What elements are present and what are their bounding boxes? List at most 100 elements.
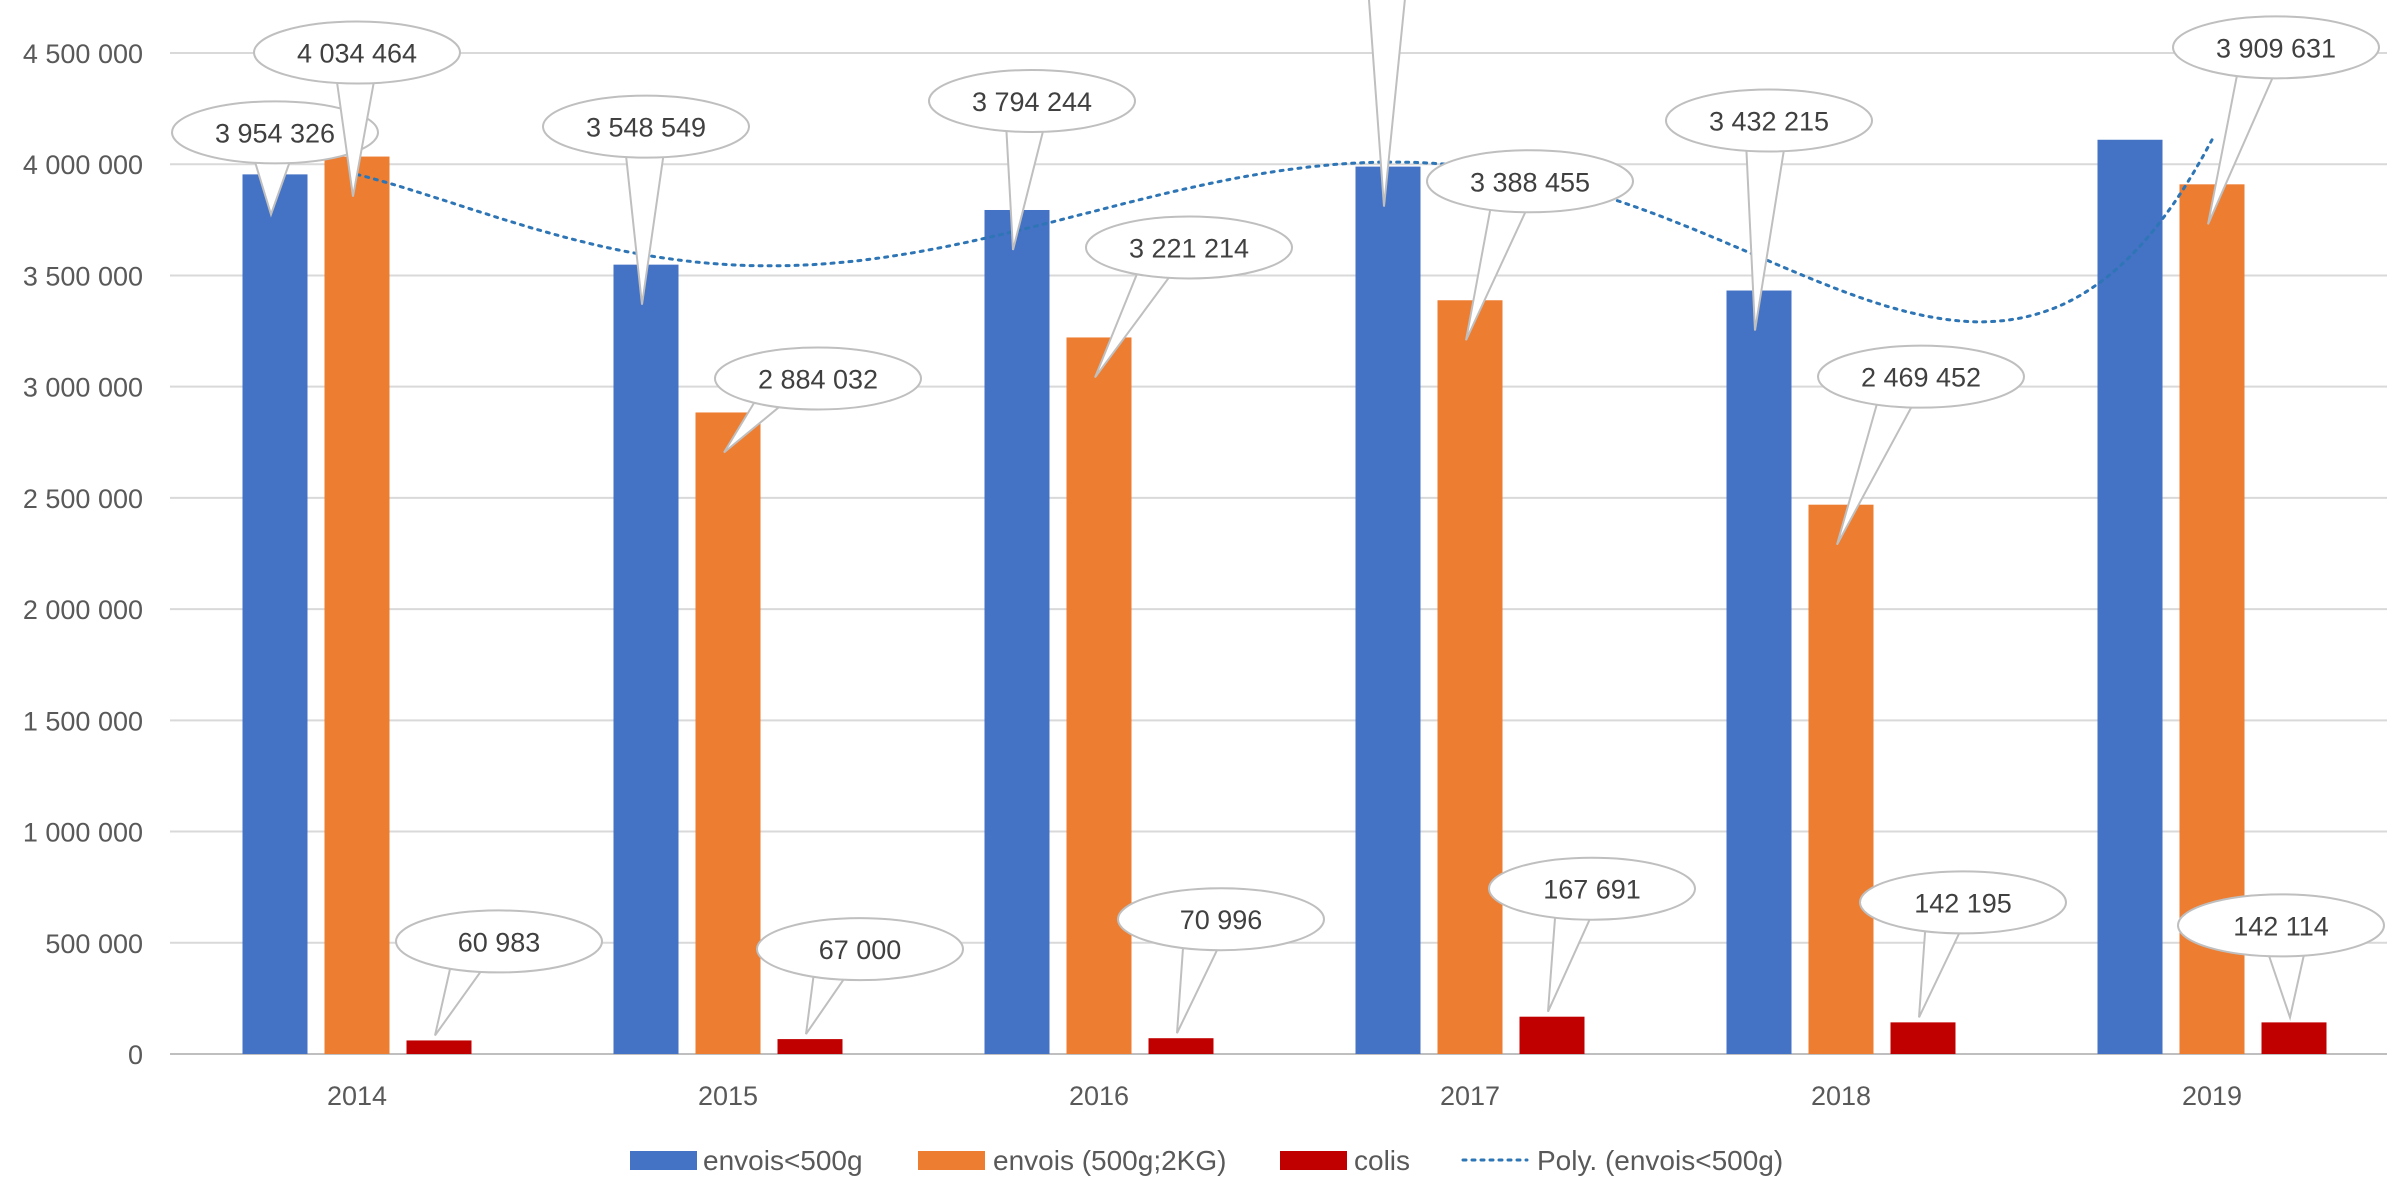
data-label-callout: 3 548 549 xyxy=(542,94,750,305)
legend-label: colis xyxy=(1354,1145,1410,1176)
x-tick-label: 2015 xyxy=(698,1081,758,1111)
callout-fill xyxy=(1088,218,1290,277)
legend-label: envois (500g;2KG) xyxy=(993,1145,1226,1176)
data-label-callout: 60 983 xyxy=(395,909,603,1037)
y-axis-tick-labels: 0 500 000 1 000 000 1 500 000 2 000 000 2 500… xyxy=(23,39,143,1070)
x-tick-label: 2016 xyxy=(1069,1081,1129,1111)
bar-envois-500g xyxy=(613,264,679,1054)
bar-envois-500g xyxy=(1726,290,1792,1054)
data-label: 3 388 455 xyxy=(1470,167,1590,197)
x-axis-tick-labels: 2014 2015 2016 2017 2018 2019 xyxy=(327,1081,2242,1111)
data-label: 4 034 464 xyxy=(297,39,417,69)
callout-fill xyxy=(931,71,1133,130)
bar-envois-500g xyxy=(984,209,1050,1054)
callout-pointer xyxy=(1547,906,1594,1013)
callout-fill xyxy=(174,103,376,162)
y-tick-label: 1 500 000 xyxy=(23,706,143,736)
callout-fill xyxy=(1820,347,2022,406)
callout-fill xyxy=(398,912,600,971)
trendline-poly xyxy=(355,138,2214,324)
y-tick-label: 3 500 000 xyxy=(23,261,143,291)
callout-fill xyxy=(1862,873,2064,932)
legend-label: Poly. (envois<500g) xyxy=(1537,1145,1783,1176)
bar-envois-500g xyxy=(2097,139,2163,1055)
bar-envois-500g-2kg- xyxy=(1808,504,1874,1055)
legend-swatch xyxy=(1280,1151,1347,1170)
data-label-callout: 142 114 xyxy=(2177,893,2385,1022)
legend: envois<500g envois (500g;2KG) colis Poly. (… xyxy=(630,1145,1783,1176)
legend-item: envois (500g;2KG) xyxy=(918,1145,1226,1176)
data-label: 70 996 xyxy=(1180,905,1263,935)
callout-fill xyxy=(717,349,919,408)
legend-swatch xyxy=(918,1151,985,1170)
bar-colis xyxy=(1890,1022,1956,1054)
legend-swatch xyxy=(630,1151,697,1170)
data-label-callout: 167 691 xyxy=(1488,856,1696,1013)
bar-envois-500g xyxy=(242,174,308,1055)
data-labels: 3 954 326 4 034 464 60 983 3 548 549 2 884 0… xyxy=(171,0,2385,1037)
data-label-callout: 70 996 xyxy=(1117,887,1325,1034)
data-label: 2 469 452 xyxy=(1861,363,1981,393)
data-label-callout: 3 388 455 xyxy=(1426,149,1634,341)
callout-fill xyxy=(1491,859,1693,918)
data-label: 3 432 215 xyxy=(1709,107,1829,137)
callout-pointer xyxy=(1094,260,1176,379)
data-label-callout: 142 195 xyxy=(1859,870,2067,1018)
callout-fill xyxy=(256,23,458,82)
bar-envois-500g-2kg- xyxy=(1066,337,1132,1054)
data-label-callout: 4 034 464 xyxy=(253,20,461,197)
y-tick-label: 2 000 000 xyxy=(23,595,143,625)
bar-colis xyxy=(1519,1016,1585,1054)
data-label-callout: 3 794 244 xyxy=(928,68,1136,251)
callout-fill xyxy=(1668,91,1870,150)
callout-fill xyxy=(2175,18,2377,77)
data-label-callout: 2 884 032 xyxy=(714,346,922,454)
callout-pointer xyxy=(1367,0,1406,207)
data-label-callout: 3 432 215 xyxy=(1665,88,1873,331)
bar-colis xyxy=(1148,1038,1214,1054)
callout-pointer xyxy=(1176,936,1222,1034)
legend-item: colis xyxy=(1280,1145,1410,1176)
legend-label: envois<500g xyxy=(703,1145,863,1176)
data-label: 3 221 214 xyxy=(1129,233,1249,263)
bars xyxy=(242,139,2327,1055)
data-label-callout: 67 000 xyxy=(756,917,964,1035)
data-label-callout: 3 909 631 xyxy=(2172,15,2380,225)
legend-item: Poly. (envois<500g) xyxy=(1461,1145,1783,1176)
bar-colis xyxy=(2261,1022,2327,1054)
trendline xyxy=(355,138,2214,324)
y-tick-label: 500 000 xyxy=(45,929,143,959)
callout-pointer xyxy=(1918,919,1964,1018)
data-label: 167 691 xyxy=(1543,875,1641,905)
callout-fill xyxy=(1429,152,1631,211)
y-tick-label: 1 000 000 xyxy=(23,818,143,848)
data-label-callout: 3 954 326 xyxy=(171,100,379,218)
data-label: 60 983 xyxy=(458,927,541,957)
data-label-callout: 2 469 452 xyxy=(1817,344,2025,546)
callout-fill xyxy=(759,920,961,979)
bar-envois-500g-2kg- xyxy=(324,156,390,1054)
bar-colis xyxy=(777,1039,843,1054)
callout-fill xyxy=(2180,896,2382,955)
y-tick-label: 3 000 000 xyxy=(23,373,143,403)
y-tick-label: 4 500 000 xyxy=(23,39,143,69)
data-label: 3 954 326 xyxy=(215,118,335,148)
x-tick-label: 2019 xyxy=(2182,1081,2242,1111)
x-tick-label: 2017 xyxy=(1440,1081,1500,1111)
data-label: 2 884 032 xyxy=(758,364,878,394)
data-label: 3 794 244 xyxy=(972,87,1092,117)
legend-item: envois<500g xyxy=(630,1145,863,1176)
callout-pointer xyxy=(1836,392,1917,546)
bar-envois-500g-2kg- xyxy=(695,412,761,1054)
callout-fill xyxy=(1120,890,1322,949)
callout-fill xyxy=(545,97,747,156)
data-label-callout: 3 221 214 xyxy=(1085,215,1293,379)
data-label: 3 548 549 xyxy=(586,113,706,143)
y-tick-label: 0 xyxy=(128,1040,143,1070)
data-label: 142 195 xyxy=(1914,888,2012,918)
y-tick-label: 2 500 000 xyxy=(23,484,143,514)
x-tick-label: 2018 xyxy=(1811,1081,1871,1111)
data-label: 67 000 xyxy=(819,935,902,965)
data-label: 3 909 631 xyxy=(2216,33,2336,63)
